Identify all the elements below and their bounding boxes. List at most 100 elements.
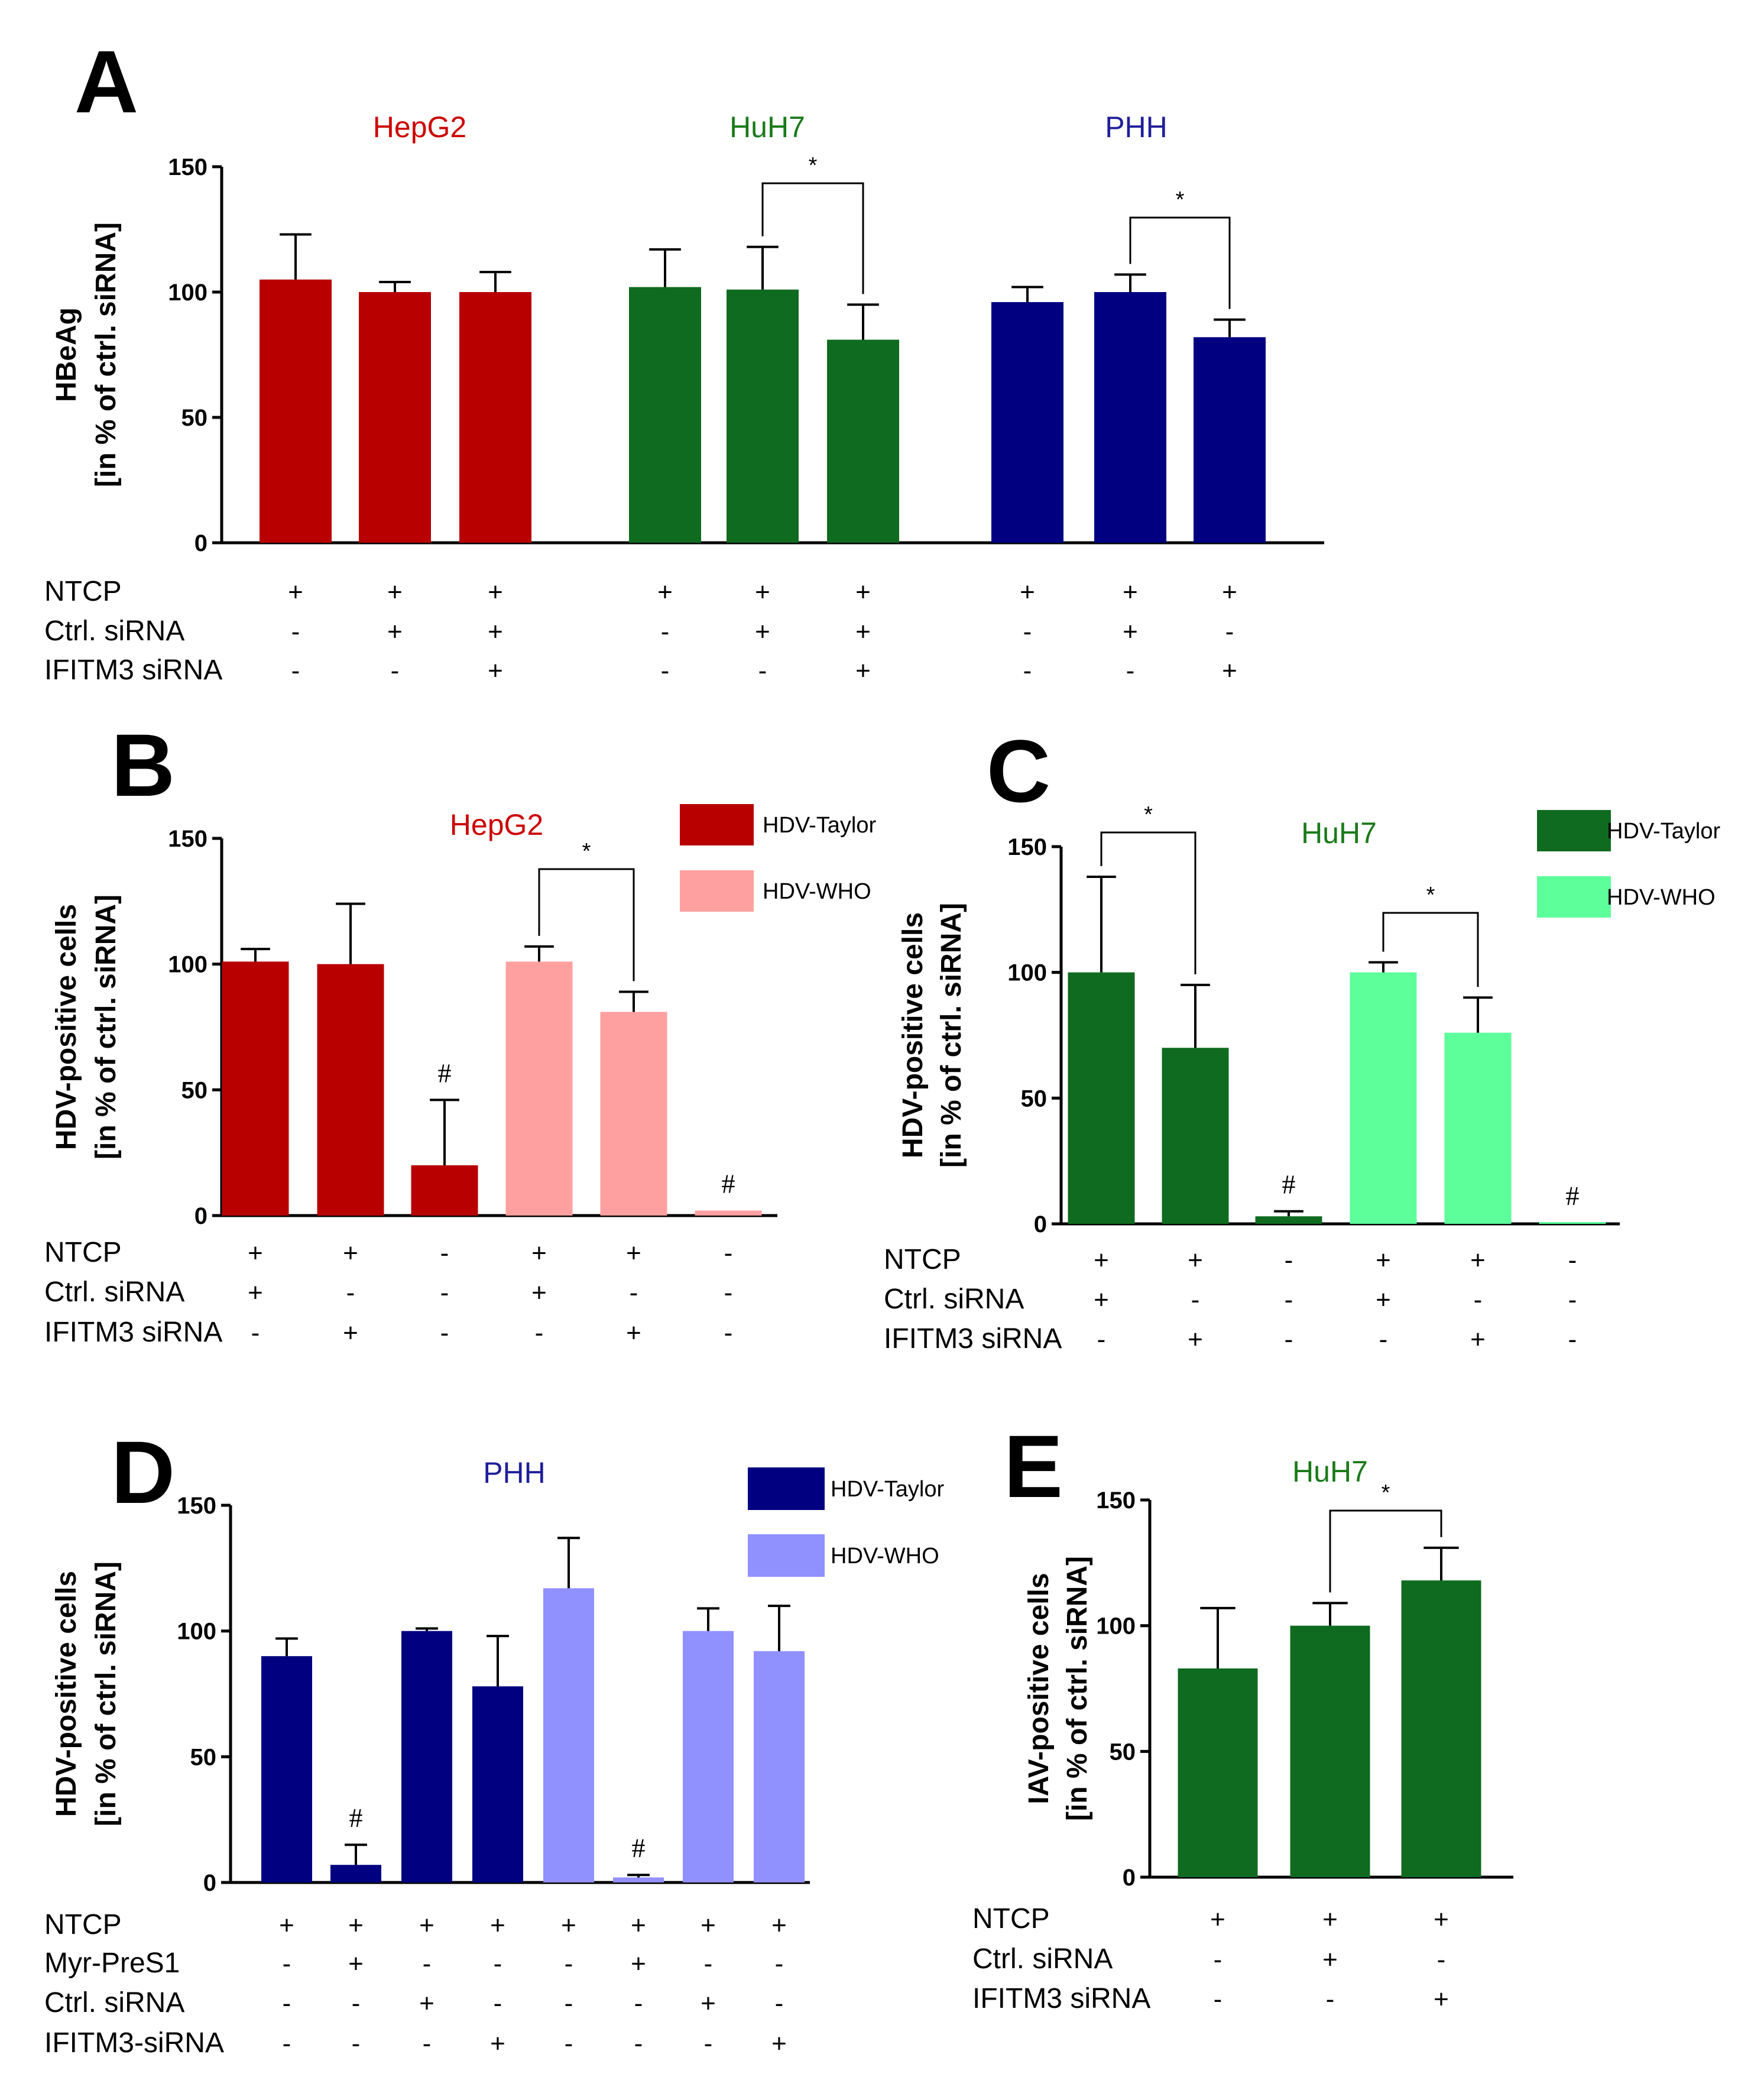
condition-row-label: NTCP [44, 1909, 122, 1940]
bar [261, 1656, 312, 1882]
panel-letter: C [987, 721, 1050, 821]
significance-hash: # [349, 1803, 363, 1833]
significance-bracket [1382, 912, 1479, 987]
condition-symbol: - [1225, 617, 1234, 646]
y-axis-title: HDV-positive cells [in % of ctrl. siRNA] [897, 903, 967, 1168]
significance-hash: # [722, 1168, 735, 1198]
condition-symbol: + [1094, 1285, 1109, 1314]
legend-swatch [748, 1467, 825, 1510]
bar [222, 961, 289, 1216]
significance-star: * [809, 153, 818, 178]
chart-title: HuH7 [1301, 816, 1377, 850]
bar [1401, 1580, 1481, 1877]
legend-label: HDV-WHO [831, 1544, 939, 1569]
condition-row-label: IFITM3 siRNA [44, 1317, 222, 1348]
y-tick-label: 150 [168, 154, 207, 180]
y-axis-title: HDV-positive cells [in % of ctrl. siRNA] [51, 895, 122, 1159]
y-tick-label: 50 [181, 405, 208, 431]
condition-symbol: + [343, 1318, 358, 1347]
bar [1068, 972, 1135, 1224]
condition-symbol: + [343, 1239, 358, 1268]
significance-star: * [1144, 802, 1153, 827]
condition-symbol: + [1322, 1905, 1338, 1934]
significance-hash: # [1282, 1169, 1296, 1200]
panel-a: A HepG2 HuH7 PHH 0 50 100 150 HBeAg [in % of ctrl… [44, 32, 1324, 686]
panel-letter: D [111, 1423, 175, 1522]
condition-symbol: + [348, 1949, 364, 1978]
y-tick-label: 0 [1123, 1865, 1136, 1891]
condition-symbol: + [1470, 1325, 1486, 1354]
significance-bracket [1129, 216, 1231, 309]
y-tick-label: 100 [168, 280, 207, 306]
condition-symbol: - [1474, 1285, 1483, 1314]
panel-e: E HuH7 0 50 100 150 IAV-positive cells [in % of… [972, 1417, 1513, 2014]
condition-symbol: + [1376, 1285, 1391, 1314]
y-tick-label: 50 [190, 1744, 217, 1770]
bar [1444, 1032, 1512, 1224]
condition-symbol: - [775, 1989, 784, 2018]
y-axis-title-line1: HBeAg [51, 307, 82, 402]
condition-row-label: NTCP [972, 1903, 1050, 1935]
condition-symbol: - [775, 1949, 784, 1978]
condition-row-label: IFITM3 siRNA [884, 1323, 1062, 1355]
condition-symbol: - [1285, 1246, 1293, 1275]
condition-symbol: - [1379, 1325, 1388, 1354]
significance-bracket [1329, 1509, 1442, 1593]
y-axis-title-line1: HDV-positive cells [51, 1571, 82, 1817]
condition-symbol: + [1222, 578, 1237, 607]
legend-swatch [748, 1534, 825, 1577]
condition-symbol: - [440, 1278, 449, 1307]
legend-swatch [1537, 810, 1611, 851]
condition-symbol: - [1285, 1325, 1293, 1354]
condition-row-label: NTCP [44, 1237, 122, 1268]
significance-star: * [1426, 883, 1435, 908]
y-axis-title-line2: [in % of ctrl. siRNA] [90, 222, 122, 487]
group-title: PHH [1105, 111, 1168, 144]
condition-symbol: + [855, 617, 871, 646]
y-axis-title-line2: [in % of ctrl. siRNA] [936, 903, 967, 1168]
condition-symbol: + [1470, 1246, 1486, 1275]
condition-symbol: + [1222, 656, 1237, 685]
condition-symbol: + [348, 1911, 364, 1940]
condition-symbol: + [1123, 617, 1138, 646]
y-tick-label: 100 [168, 952, 207, 978]
condition-symbol: - [1568, 1285, 1577, 1314]
condition-symbol: + [488, 617, 503, 646]
y-axis-title-line2: [in % of ctrl. siRNA] [90, 895, 122, 1159]
significance-hash: # [438, 1058, 452, 1088]
legend-label: HDV-WHO [1607, 885, 1716, 910]
y-axis-title-line2: [in % of ctrl. siRNA] [1062, 1556, 1093, 1821]
condition-symbol: - [1437, 1945, 1446, 1974]
condition-symbol: + [248, 1239, 263, 1268]
bar [1539, 1222, 1606, 1224]
condition-row-label: Ctrl. siRNA [44, 615, 184, 647]
bar [600, 1012, 667, 1216]
condition-symbol: - [634, 2029, 643, 2058]
condition-symbol: + [490, 1911, 505, 1940]
condition-symbol: + [531, 1239, 547, 1268]
bar [330, 1865, 381, 1882]
significance-bracket [1100, 831, 1196, 974]
condition-symbol: + [1188, 1325, 1203, 1354]
condition-symbol: - [494, 1989, 502, 2018]
legend-label: HDV-WHO [763, 879, 871, 904]
y-tick-label: 150 [177, 1493, 216, 1519]
condition-symbol: + [1434, 1905, 1449, 1934]
y-tick-label: 0 [194, 530, 207, 556]
legend-swatch [680, 870, 754, 912]
legend-swatch [680, 804, 754, 845]
condition-symbol: - [1214, 1985, 1223, 2014]
condition-symbol: - [758, 656, 767, 685]
condition-symbol: - [1285, 1285, 1293, 1314]
condition-symbol: - [283, 1949, 291, 1978]
y-axis-title-line1: IAV-positive cells [1023, 1573, 1055, 1804]
y-tick-label: 150 [168, 826, 207, 852]
condition-symbol: + [631, 1911, 646, 1940]
condition-symbol: + [701, 1989, 716, 2018]
condition-symbol: - [251, 1318, 260, 1347]
bar [1194, 337, 1266, 543]
condition-symbol: - [634, 1989, 643, 2018]
condition-symbol: + [1376, 1246, 1391, 1275]
bar [401, 1631, 452, 1882]
